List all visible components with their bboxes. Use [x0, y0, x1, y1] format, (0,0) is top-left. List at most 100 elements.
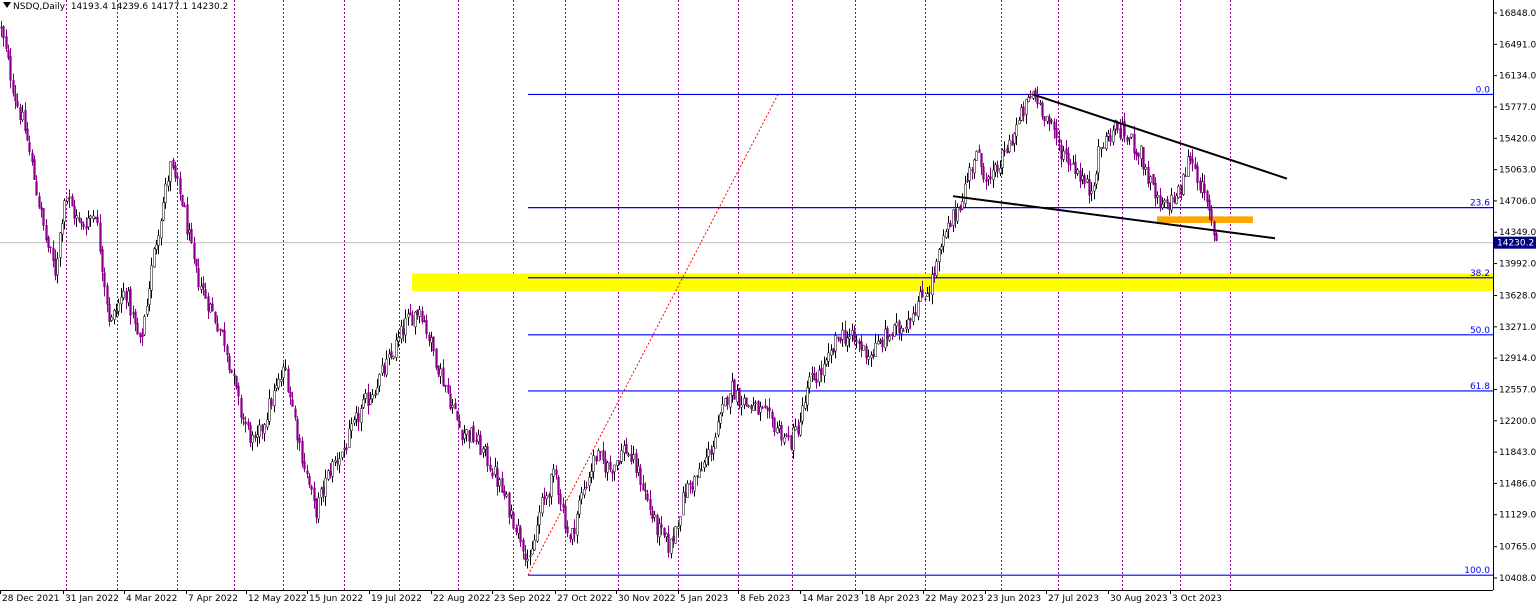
- candle-body: [1015, 124, 1018, 137]
- candle-body: [602, 450, 605, 461]
- candle-body: [313, 487, 316, 501]
- candle-body: [89, 215, 92, 219]
- candle-body: [750, 405, 753, 409]
- candle-body: [1058, 139, 1061, 144]
- candle-body: [696, 475, 699, 478]
- y-tick-label: 15777.0: [1499, 103, 1536, 113]
- candle-body: [432, 336, 435, 352]
- candle-body: [430, 337, 433, 343]
- candle-body: [1029, 96, 1032, 98]
- candle-body: [461, 429, 464, 441]
- x-tick-label: 23 Jun 2023: [987, 594, 1041, 604]
- candle-body: [407, 313, 410, 318]
- candle-body: [355, 412, 358, 420]
- candle-body: [839, 339, 842, 342]
- candle-body: [117, 302, 120, 312]
- x-tick-label: 4 Mar 2022: [126, 594, 177, 604]
- candle-body: [496, 468, 499, 487]
- candle-body: [1086, 178, 1089, 183]
- candle-body: [465, 429, 468, 435]
- candle-body: [193, 243, 196, 260]
- candle-body: [49, 246, 52, 248]
- candle-body: [667, 533, 670, 553]
- candle-body: [33, 159, 36, 180]
- candle-body: [200, 285, 203, 290]
- candle-body: [1027, 97, 1030, 103]
- candle-body: [381, 365, 384, 374]
- candle-body: [729, 393, 732, 408]
- candle-body: [1161, 203, 1164, 209]
- y-tick-label: 13992.0: [1499, 260, 1536, 270]
- candle-body: [620, 450, 623, 462]
- candle-body: [891, 334, 894, 336]
- candle-body: [414, 311, 417, 328]
- candle-body: [905, 326, 908, 330]
- candle-body: [127, 290, 130, 303]
- candle-body: [454, 403, 457, 410]
- candle-body: [1201, 181, 1204, 193]
- candle-body: [820, 367, 823, 375]
- candle-body: [745, 397, 748, 406]
- y-tick-label: 14349.0: [1499, 228, 1536, 238]
- candle-body: [82, 223, 85, 228]
- fib-level-label: 0.0: [1476, 85, 1491, 95]
- collapse-triangle-icon[interactable]: [3, 2, 11, 8]
- candle-body: [364, 393, 367, 399]
- candle-body: [1036, 94, 1039, 105]
- candle-body: [1154, 182, 1157, 199]
- candle-body: [181, 194, 184, 206]
- candle-body: [331, 461, 334, 477]
- x-tick-label: 28 Dec 2021: [2, 594, 60, 604]
- candle-body: [541, 497, 544, 514]
- candle-body: [794, 426, 797, 431]
- candle-body: [790, 435, 793, 449]
- candle-body: [731, 381, 734, 396]
- candle-body: [707, 449, 710, 457]
- candle-body: [689, 482, 692, 486]
- candle-body: [221, 329, 224, 332]
- candle-body: [1067, 152, 1070, 165]
- candle-body: [503, 490, 506, 496]
- candle-body: [1137, 152, 1140, 157]
- candle-body: [931, 274, 934, 295]
- candle-body: [747, 405, 750, 408]
- candle-body: [898, 320, 901, 334]
- candle-body: [85, 226, 88, 229]
- breakout-zone: [1157, 216, 1253, 223]
- candle-body: [435, 348, 438, 368]
- y-tick-label: 16491.0: [1499, 40, 1536, 50]
- candle-body: [902, 330, 905, 332]
- candle-body: [75, 215, 78, 219]
- candle-body: [268, 398, 271, 422]
- candle-body: [771, 411, 774, 419]
- candle-body: [169, 161, 172, 182]
- candle-body: [815, 378, 818, 383]
- candle-body: [588, 477, 591, 487]
- candle-body: [1109, 135, 1112, 142]
- candle-body: [559, 493, 562, 505]
- candle-body: [261, 424, 264, 432]
- candle-body: [251, 434, 254, 443]
- candle-body: [190, 229, 193, 243]
- candle-body: [776, 427, 779, 434]
- candle-body: [494, 466, 497, 475]
- candle-body: [68, 196, 71, 199]
- candle-body: [717, 421, 720, 436]
- trendlines: [952, 93, 1288, 240]
- candle-body: [1123, 120, 1126, 137]
- candle-body: [409, 312, 412, 316]
- candle-body: [26, 128, 29, 141]
- candle-body: [858, 340, 861, 345]
- candle-body: [226, 345, 229, 356]
- candle-body: [733, 379, 736, 400]
- candle-body: [134, 311, 137, 324]
- candle-body: [96, 216, 99, 224]
- candle-body: [59, 232, 62, 258]
- candle-body: [155, 244, 158, 250]
- candle-body: [825, 359, 828, 365]
- candle-body: [597, 450, 600, 462]
- candle-body: [179, 178, 182, 195]
- candle-body: [233, 374, 236, 376]
- candle-body: [16, 100, 19, 107]
- x-tick-label: 8 Feb 2023: [740, 594, 790, 604]
